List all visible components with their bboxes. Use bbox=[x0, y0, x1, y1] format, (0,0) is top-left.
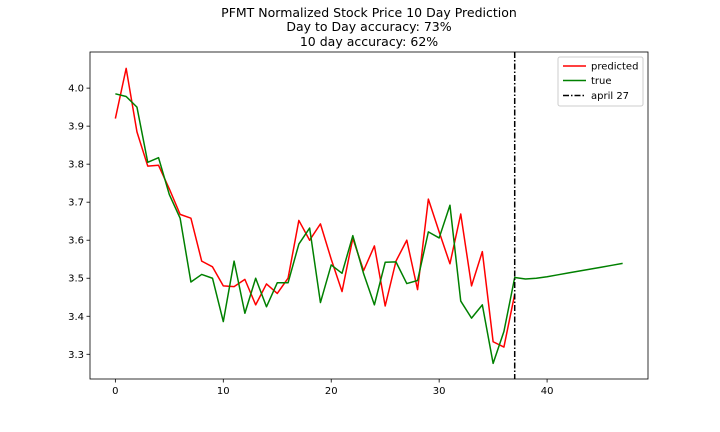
y-tick-label: 3.6 bbox=[68, 236, 84, 247]
y-tick-label: 3.9 bbox=[68, 122, 84, 133]
y-tick-label: 3.3 bbox=[68, 350, 84, 361]
y-axis: 3.3 3.4 3.5 3.6 3.7 3.8 3.9 4.0 bbox=[68, 84, 90, 361]
y-tick-label: 3.8 bbox=[68, 160, 84, 171]
x-tick-label: 40 bbox=[541, 386, 554, 397]
legend-label-predicted: predicted bbox=[591, 62, 638, 73]
legend-label-true: true bbox=[591, 76, 612, 87]
y-tick-label: 4.0 bbox=[68, 84, 84, 95]
chart-title-line-3: 10 day accuracy: 62% bbox=[300, 34, 438, 49]
x-tick-label: 0 bbox=[112, 386, 118, 397]
legend-label-april-27: april 27 bbox=[591, 91, 629, 102]
chart-title-line-2: Day to Day accuracy: 73% bbox=[286, 19, 451, 34]
series-layer bbox=[114, 67, 623, 365]
series-line-predicted bbox=[114, 67, 516, 348]
chart-title: PFMT Normalized Stock Price 10 Day Predi… bbox=[221, 5, 517, 49]
x-axis: 0 10 20 30 40 bbox=[112, 379, 553, 397]
y-tick-label: 3.7 bbox=[68, 198, 84, 209]
y-tick-label: 3.4 bbox=[68, 312, 84, 323]
plot-frame bbox=[89, 51, 649, 380]
y-tick-label: 3.5 bbox=[68, 274, 84, 285]
x-tick-label: 10 bbox=[217, 386, 230, 397]
series-line-true bbox=[115, 93, 623, 365]
x-tick-label: 20 bbox=[325, 386, 338, 397]
chart-title-line-1: PFMT Normalized Stock Price 10 Day Predi… bbox=[221, 5, 517, 20]
legend-box bbox=[557, 56, 644, 107]
legend: predicted true april 27 bbox=[557, 56, 644, 107]
x-tick-label: 30 bbox=[433, 386, 446, 397]
